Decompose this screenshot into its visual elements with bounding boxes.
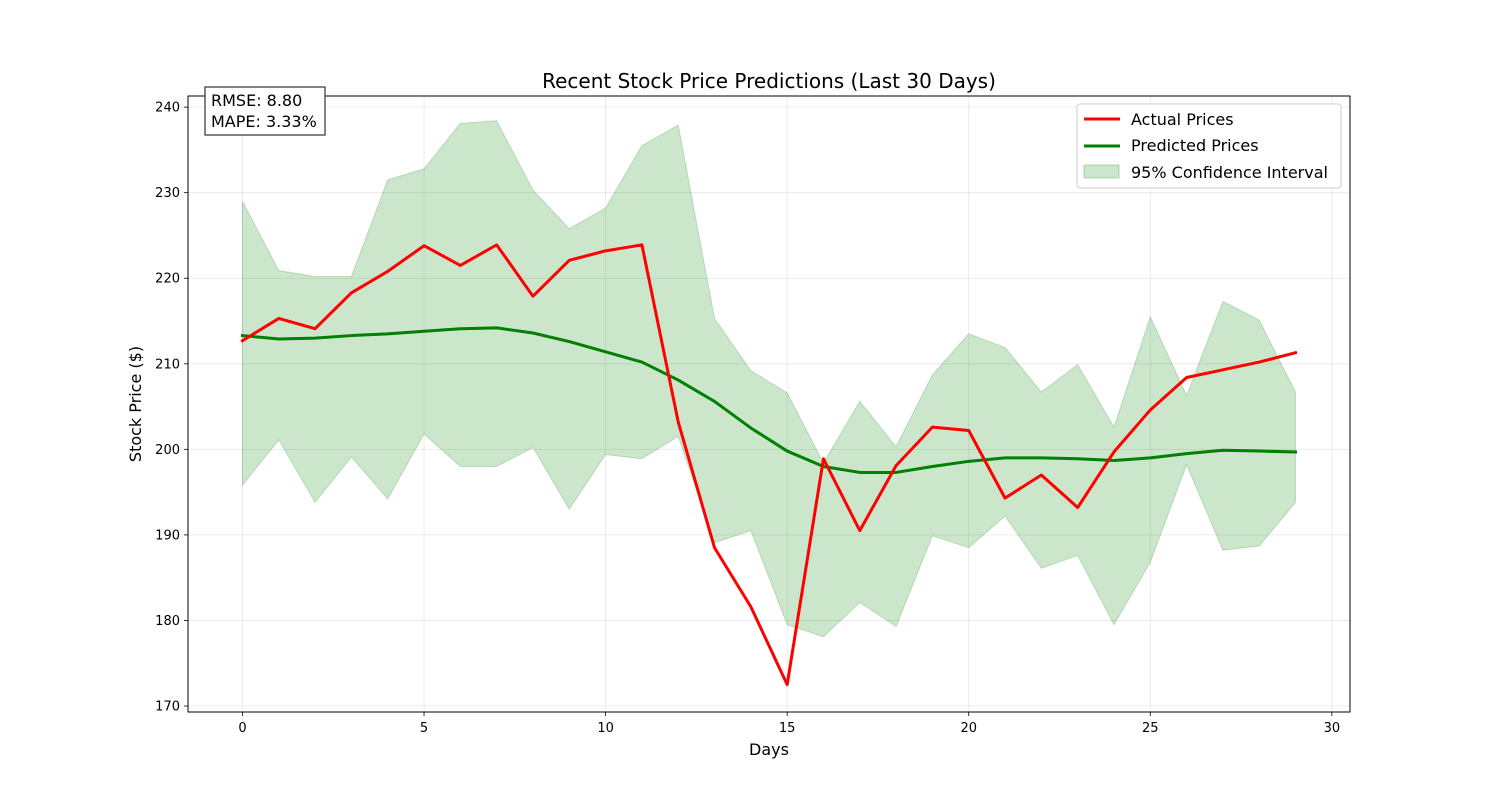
legend-frame	[1076, 103, 1342, 189]
confidence-band-layer	[241, 120, 1297, 638]
plot-frame	[187, 95, 1351, 713]
tick-layer: 0 5 10 15 20 25 30 170 180 190 200 210 220 230 240	[155, 101, 1340, 736]
y-tick-label: 230	[155, 186, 180, 201]
y-tick-label: 240	[155, 101, 180, 116]
legend-label-actual: Actual Prices	[1131, 110, 1234, 129]
legend-swatch-ci	[1083, 164, 1120, 179]
y-tick-label: 180	[155, 614, 180, 629]
y-axis-label: Stock Price ($)	[126, 346, 145, 462]
confidence-band	[241, 120, 1297, 638]
x-tick-label: 30	[1324, 721, 1341, 736]
predicted-prices-line	[240, 326, 1298, 474]
y-tick-label: 190	[155, 528, 180, 543]
x-tick-label: 25	[1142, 721, 1159, 736]
x-tick-label: 10	[597, 721, 614, 736]
metrics-box: RMSE: 8.80 MAPE: 3.33%	[204, 86, 326, 136]
y-tick-label: 210	[155, 357, 180, 372]
chart-title: Recent Stock Price Predictions (Last 30 …	[542, 69, 996, 93]
actual-prices-line	[240, 243, 1298, 687]
grid-layer	[188, 96, 1350, 712]
y-tick-label: 220	[155, 272, 180, 287]
x-tick-label: 20	[960, 721, 977, 736]
x-tick-label: 5	[420, 721, 428, 736]
series-layer	[240, 243, 1298, 687]
x-tick-label: 15	[779, 721, 796, 736]
y-tick-label: 170	[155, 700, 180, 715]
mape-text: MAPE: 3.33%	[211, 112, 317, 131]
legend-label-predicted: Predicted Prices	[1131, 136, 1259, 155]
x-axis-label: Days	[749, 740, 789, 759]
legend: Actual Prices Predicted Prices 95% Confi…	[1076, 103, 1342, 189]
legend-label-ci: 95% Confidence Interval	[1131, 163, 1328, 182]
metrics-box-frame	[204, 86, 326, 136]
x-tick-label: 0	[238, 721, 246, 736]
y-tick-label: 200	[155, 443, 180, 458]
rmse-text: RMSE: 8.80	[211, 91, 302, 110]
